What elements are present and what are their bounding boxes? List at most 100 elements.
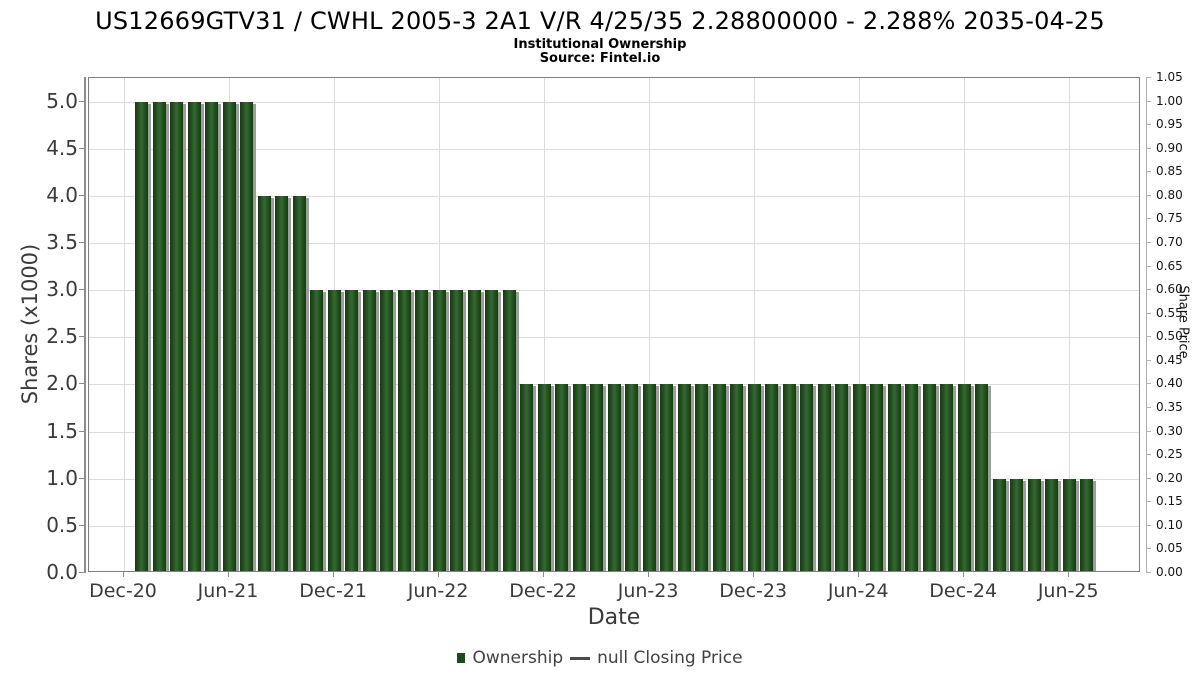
gridline-vertical: [859, 78, 861, 571]
ownership-bar: [152, 101, 166, 571]
ownership-bar: [345, 290, 359, 571]
left-axis-tick-label: 1.0: [46, 465, 78, 490]
right-axis-tick-label: 0.20: [1156, 470, 1183, 485]
ownership-bar: [310, 290, 324, 571]
right-axis-tick-label: 0.00: [1156, 565, 1183, 579]
x-axis-tick: [543, 572, 545, 577]
left-axis-tick: [79, 477, 84, 479]
x-axis-tick-label: Jun-24: [827, 580, 889, 602]
gridline-horizontal: [89, 290, 1139, 292]
ownership-bar: [957, 384, 971, 571]
ownership-bar: [782, 384, 796, 571]
legend-closing-price-label: null Closing Price: [597, 648, 743, 668]
right-axis-tick-label: 0.50: [1156, 329, 1183, 344]
right-axis-tick-label: 0.80: [1156, 187, 1183, 202]
left-axis-tick: [79, 100, 84, 102]
x-axis-tick-label: Jun-22: [407, 580, 469, 602]
ownership-bar: [502, 290, 516, 571]
ownership-bar: [712, 384, 726, 571]
ownership-bar: [292, 195, 306, 571]
x-axis-tick: [858, 572, 860, 577]
left-axis-tick: [79, 336, 84, 338]
ownership-bar: [257, 195, 271, 571]
right-axis-tick: [1147, 572, 1151, 573]
right-axis-tick-label: 0.65: [1156, 258, 1183, 273]
right-axis-tick-label: 0.40: [1156, 376, 1183, 391]
x-axis-tick-label: Jun-23: [617, 580, 679, 602]
right-axis-tick-label: 0.70: [1156, 235, 1183, 249]
left-axis-tick: [79, 383, 84, 385]
right-axis-tick: [1147, 477, 1151, 479]
right-axis-tick-label: 0.15: [1156, 494, 1183, 509]
x-axis-tick-label: Dec-20: [89, 580, 157, 602]
left-axis-tick: [79, 242, 84, 243]
ownership-bar: [467, 290, 481, 571]
right-axis-tick: [1147, 524, 1151, 526]
ownership-bar: [432, 290, 446, 571]
right-axis-tick: [1147, 77, 1151, 78]
x-axis-tick: [1068, 572, 1070, 577]
gridline-horizontal: [89, 337, 1139, 339]
ownership-bar: [450, 290, 464, 571]
gridline-vertical: [124, 78, 125, 571]
plot-area: [88, 77, 1140, 572]
ownership-bar: [222, 101, 236, 571]
right-axis-tick: [1147, 289, 1151, 291]
right-axis-tick-label: 0.45: [1156, 352, 1183, 367]
left-axis-tick-label: 4.5: [46, 135, 78, 160]
left-axis-tick-label: 5.0: [46, 88, 78, 113]
gridline-horizontal: [89, 195, 1139, 197]
x-axis-tick: [963, 572, 965, 577]
x-axis-tick: [123, 572, 124, 577]
ownership-bar: [887, 384, 901, 571]
right-axis-tick: [1147, 100, 1151, 102]
gridline-vertical: [1069, 78, 1071, 571]
gridline-horizontal: [89, 101, 1139, 103]
ownership-bar: [922, 384, 936, 571]
ownership-bar: [1027, 478, 1041, 571]
right-axis-tick: [1147, 548, 1151, 550]
left-axis-tick-label: 2.5: [46, 324, 78, 349]
right-axis-tick: [1147, 218, 1151, 220]
ownership-bar: [362, 290, 376, 571]
right-axis-tick: [1147, 312, 1151, 314]
gridline-vertical: [754, 78, 756, 571]
x-axis-tick: [648, 572, 650, 577]
right-axis-tick-label: 0.60: [1156, 282, 1183, 297]
left-axis-tick-label: 1.5: [46, 418, 78, 443]
right-axis-line: [1146, 77, 1147, 573]
ownership-bar: [765, 384, 779, 571]
ownership-bar: [1045, 478, 1059, 571]
right-axis-tick: [1147, 383, 1151, 385]
ownership-bar: [1080, 478, 1094, 571]
left-axis-tick-label: 3.5: [46, 230, 78, 254]
ownership-bar: [135, 101, 148, 571]
ownership-bar: [800, 384, 814, 571]
gridline-horizontal: [89, 243, 1139, 244]
left-axis-tick-label: 3.0: [46, 277, 78, 302]
ownership-bar: [485, 290, 499, 571]
right-axis-tick-label: 0.55: [1156, 305, 1183, 320]
right-axis-tick-label: 0.05: [1156, 541, 1183, 556]
chart-subtitle: Institutional Ownership: [513, 37, 687, 52]
x-axis-tick-label: Dec-22: [509, 580, 577, 602]
ownership-bar: [852, 384, 866, 571]
right-axis-tick-label: 0.85: [1156, 164, 1183, 179]
ownership-bar: [537, 384, 551, 571]
left-axis-tick-label: 2.0: [46, 371, 78, 396]
ownership-bar: [677, 384, 691, 571]
ownership-bar: [397, 290, 411, 571]
chart-title: US12669GTV31 / CWHL 2005-3 2A1 V/R 4/25/…: [95, 7, 1105, 35]
chart-legend: Ownership null Closing Price: [0, 645, 1200, 671]
ownership-bar: [975, 384, 989, 571]
ownership-bar: [275, 195, 288, 571]
ownership-series-swatch-icon: [457, 653, 466, 663]
right-axis-tick: [1147, 147, 1151, 149]
ownership-bar: [520, 384, 534, 571]
ownership-bar: [170, 101, 183, 571]
right-axis-tick: [1147, 124, 1151, 126]
x-axis-tick-label: Dec-21: [299, 580, 367, 602]
right-axis-tick: [1147, 336, 1151, 338]
ownership-bar: [625, 384, 639, 571]
